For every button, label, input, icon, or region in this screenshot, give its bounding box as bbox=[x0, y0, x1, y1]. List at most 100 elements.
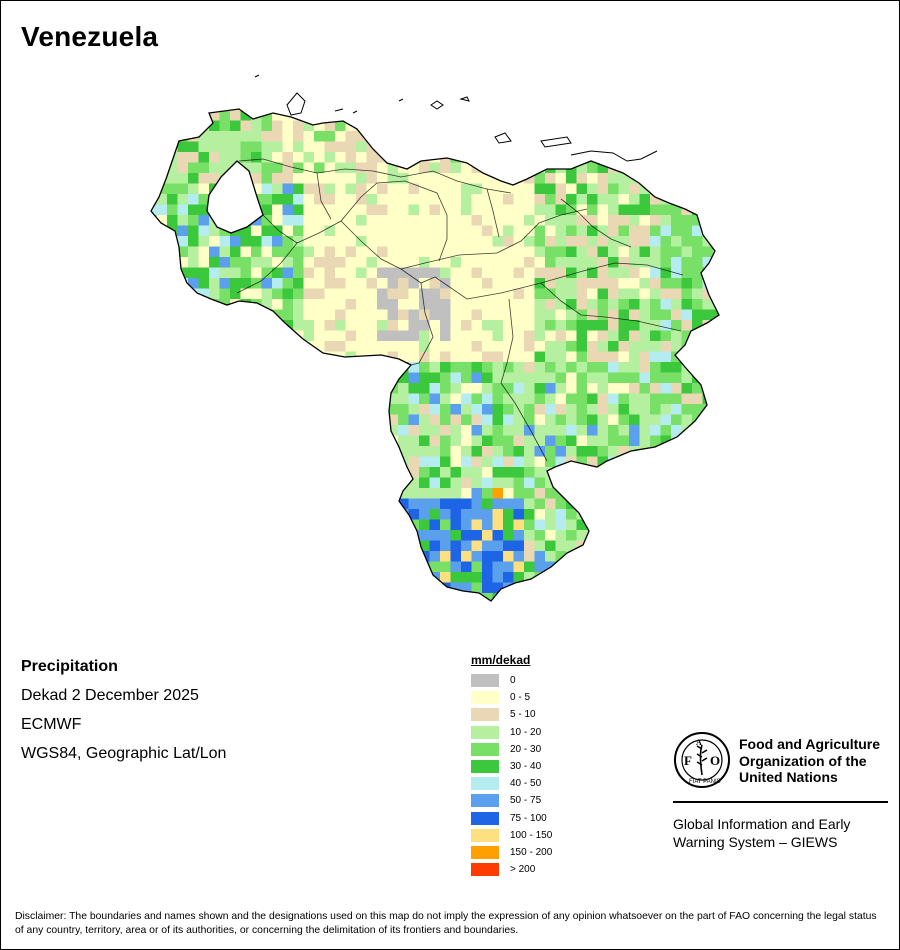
grid-cell bbox=[482, 414, 493, 426]
grid-cell bbox=[450, 194, 462, 205]
grid-cell bbox=[629, 372, 640, 384]
grid-cell bbox=[151, 498, 157, 510]
grid-cell bbox=[335, 414, 346, 426]
grid-cell bbox=[639, 162, 651, 174]
grid-cell bbox=[450, 351, 462, 363]
grid-cell bbox=[576, 530, 588, 541]
grid-cell bbox=[639, 519, 651, 531]
grid-cell bbox=[587, 488, 598, 499]
fao-logo-o: O bbox=[710, 753, 720, 768]
grid-cell bbox=[608, 593, 619, 601]
grid-cell bbox=[450, 183, 462, 195]
grid-cell bbox=[450, 530, 462, 541]
grid-cell bbox=[209, 414, 220, 426]
grid-cell bbox=[377, 183, 388, 195]
grid-cell bbox=[282, 593, 294, 601]
grid-cell bbox=[492, 540, 504, 552]
grid-cell bbox=[345, 204, 357, 216]
grid-cell bbox=[377, 604, 388, 615]
grid-cell bbox=[534, 393, 546, 405]
grid-cell bbox=[576, 162, 588, 174]
grid-cell bbox=[177, 183, 189, 195]
grid-cell bbox=[713, 383, 719, 394]
grid-cell bbox=[597, 278, 609, 289]
grid-cell bbox=[345, 519, 357, 531]
grid-cell bbox=[177, 152, 189, 163]
grid-cell bbox=[597, 530, 609, 541]
grid-cell bbox=[429, 309, 441, 321]
grid-cell bbox=[703, 604, 714, 615]
grid-cell bbox=[324, 456, 336, 468]
grid-cell bbox=[314, 477, 325, 489]
grid-cell bbox=[429, 267, 441, 279]
grid-cell bbox=[293, 267, 304, 279]
grid-cell bbox=[513, 152, 525, 163]
grid-cell bbox=[377, 278, 388, 289]
grid-cell bbox=[555, 278, 567, 289]
legend-label: > 200 bbox=[510, 864, 536, 876]
grid-cell bbox=[219, 435, 231, 447]
grid-cell bbox=[660, 540, 672, 552]
grid-cell bbox=[398, 551, 409, 562]
grid-cell bbox=[450, 414, 462, 426]
grid-cell bbox=[261, 257, 273, 268]
grid-cell bbox=[151, 372, 157, 384]
grid-cell bbox=[576, 320, 588, 331]
grid-cell bbox=[345, 246, 357, 258]
grid-cell bbox=[188, 467, 199, 478]
grid-cell bbox=[429, 120, 441, 132]
grid-cell bbox=[482, 110, 493, 121]
grid-cell bbox=[587, 330, 598, 342]
grid-cell bbox=[629, 110, 640, 121]
grid-cell bbox=[534, 236, 546, 247]
grid-cell bbox=[597, 593, 609, 601]
grid-cell bbox=[429, 467, 441, 478]
grid-cell bbox=[587, 278, 598, 289]
grid-cell bbox=[450, 393, 462, 405]
grid-cell bbox=[293, 246, 304, 258]
grid-cell bbox=[377, 435, 388, 447]
grid-cell bbox=[356, 309, 367, 321]
grid-cell bbox=[198, 414, 210, 426]
grid-cell bbox=[366, 173, 378, 184]
legend-label: 5 - 10 bbox=[510, 709, 536, 721]
grid-cell bbox=[503, 393, 514, 405]
grid-cell bbox=[692, 540, 703, 552]
grid-cell bbox=[188, 299, 199, 310]
grid-cell bbox=[261, 561, 273, 573]
grid-cell bbox=[314, 141, 325, 153]
grid-cell bbox=[167, 288, 178, 300]
grid-cell bbox=[314, 309, 325, 321]
grid-cell bbox=[335, 572, 346, 583]
grid-cell bbox=[151, 309, 157, 321]
grid-cell bbox=[492, 467, 504, 478]
grid-cell bbox=[314, 425, 325, 436]
grid-cell bbox=[314, 498, 325, 510]
grid-cell bbox=[345, 509, 357, 520]
grid-cell bbox=[356, 194, 367, 205]
grid-cell bbox=[587, 89, 598, 100]
grid-cell bbox=[629, 288, 640, 300]
grid-cell bbox=[398, 488, 409, 499]
grid-cell bbox=[608, 141, 619, 153]
grid-cell bbox=[492, 383, 504, 394]
grid-cell bbox=[408, 246, 420, 258]
grid-cell bbox=[209, 330, 220, 342]
grid-cell bbox=[219, 467, 231, 478]
grid-cell bbox=[293, 446, 304, 457]
grid-cell bbox=[461, 225, 472, 237]
grid-cell bbox=[230, 89, 241, 100]
grid-cell bbox=[177, 225, 189, 237]
legend-label: 75 - 100 bbox=[510, 812, 547, 824]
grid-cell bbox=[282, 582, 294, 594]
grid-cell bbox=[335, 582, 346, 594]
grid-cell bbox=[587, 477, 598, 489]
grid-cell bbox=[576, 498, 588, 510]
grid-cell bbox=[597, 141, 609, 153]
grid-cell bbox=[293, 162, 304, 174]
grid-cell bbox=[724, 194, 735, 205]
grid-cell bbox=[251, 383, 262, 394]
grid-cell bbox=[503, 604, 514, 615]
grid-cell bbox=[724, 352, 735, 363]
grid-cell bbox=[471, 309, 483, 321]
